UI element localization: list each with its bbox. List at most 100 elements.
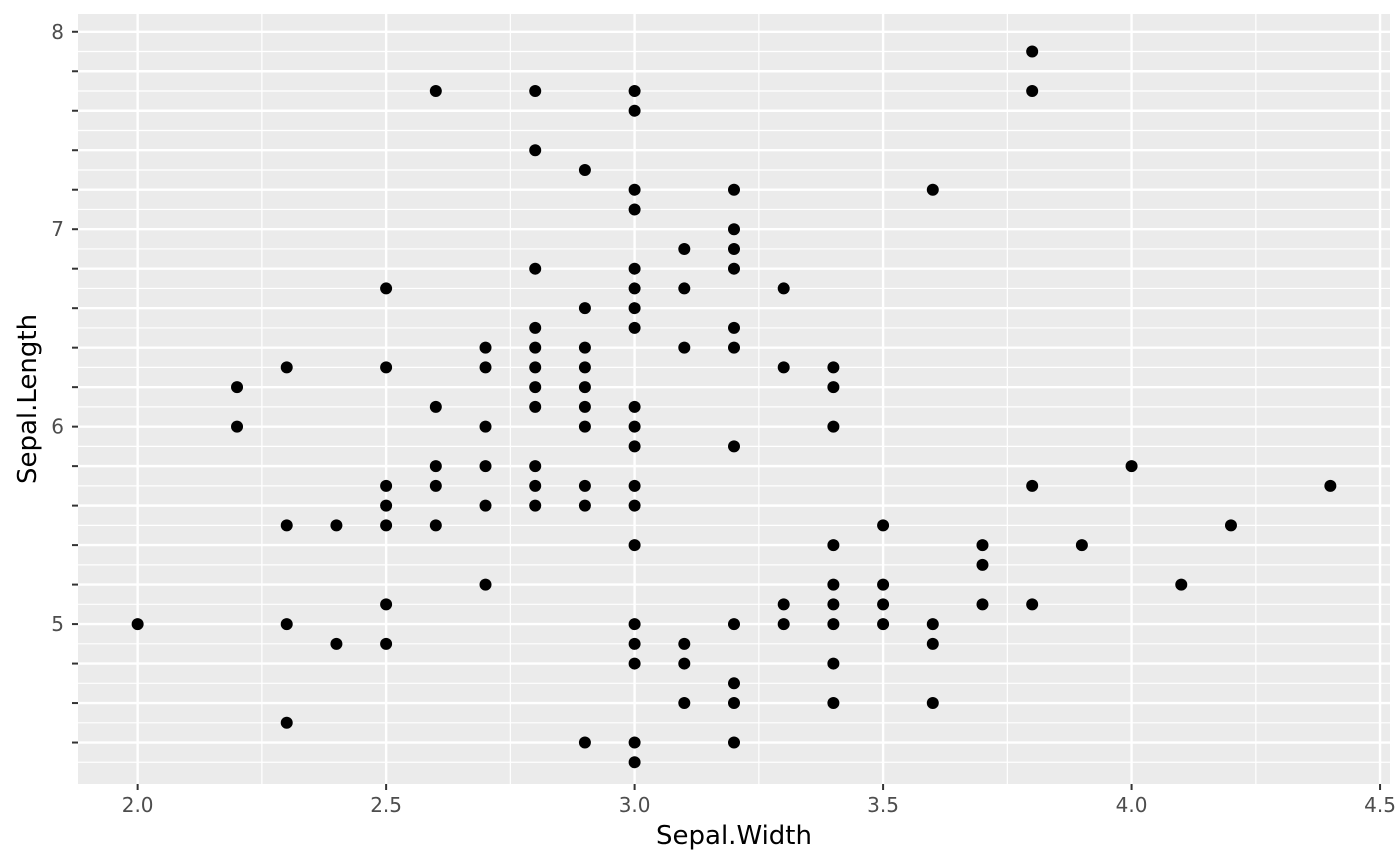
scatter-point xyxy=(678,242,691,255)
scatter-point xyxy=(429,479,442,492)
scatter-point xyxy=(976,539,989,552)
scatter-point xyxy=(578,420,591,433)
scatter-point xyxy=(827,578,840,591)
scatter-point xyxy=(578,400,591,413)
scatter-point xyxy=(628,203,641,216)
scatter-point xyxy=(827,657,840,670)
scatter-point xyxy=(827,420,840,433)
scatter-point xyxy=(628,262,641,275)
scatter-point xyxy=(529,144,542,157)
scatter-point xyxy=(578,361,591,374)
scatter-point xyxy=(1075,539,1088,552)
x-tick-label: 4.0 xyxy=(1116,793,1148,817)
scatter-point xyxy=(1224,519,1237,532)
scatter-point xyxy=(728,242,740,255)
scatter-point xyxy=(976,558,989,571)
scatter-point xyxy=(678,341,691,354)
scatter-point xyxy=(628,539,641,552)
scatter-point xyxy=(628,637,641,650)
x-axis-title: Sepal.Width xyxy=(656,821,812,851)
scatter-point xyxy=(578,302,591,315)
scatter-point xyxy=(628,657,641,670)
scatter-point xyxy=(1324,479,1337,492)
scatter-point xyxy=(280,519,293,532)
scatter-point xyxy=(529,341,542,354)
scatter-point xyxy=(628,282,641,295)
scatter-point xyxy=(380,479,393,492)
scatter-point xyxy=(578,736,591,749)
scatter-point xyxy=(728,341,740,354)
scatter-point xyxy=(628,400,641,413)
scatter-point xyxy=(877,578,890,591)
scatter-point xyxy=(628,302,641,315)
scatter-point xyxy=(529,262,542,275)
scatter-point xyxy=(728,223,740,236)
scatter-point xyxy=(1026,479,1039,492)
scatter-point xyxy=(628,618,641,631)
y-tick-label: 8 xyxy=(51,20,64,44)
scatter-point xyxy=(231,420,244,433)
scatter-point xyxy=(728,697,740,710)
x-tick-label: 4.5 xyxy=(1364,793,1396,817)
y-tick-label: 5 xyxy=(51,612,64,636)
scatter-point xyxy=(380,598,393,611)
scatter-point xyxy=(380,361,393,374)
scatter-point xyxy=(578,479,591,492)
scatter-point xyxy=(678,637,691,650)
scatter-point xyxy=(330,519,343,532)
scatter-point xyxy=(380,499,393,512)
scatter-point xyxy=(529,479,542,492)
scatter-point xyxy=(628,440,641,453)
scatter-point xyxy=(827,381,840,394)
x-tick-label: 3.0 xyxy=(619,793,651,817)
scatter-point xyxy=(628,479,641,492)
scatter-point xyxy=(280,618,293,631)
scatter-point xyxy=(280,716,293,729)
scatter-point xyxy=(429,400,442,413)
scatter-point xyxy=(429,519,442,532)
scatter-point xyxy=(529,381,542,394)
scatter-point xyxy=(578,381,591,394)
scatter-point xyxy=(578,163,591,176)
x-axis: 2.0 2.5 3.0 3.5 4.0 4.5 xyxy=(122,784,1396,817)
scatter-point xyxy=(479,420,492,433)
plot-panel xyxy=(78,14,1390,784)
scatter-point xyxy=(728,440,740,453)
scatter-point xyxy=(479,499,492,512)
scatter-point xyxy=(1026,598,1039,611)
scatter-point xyxy=(380,282,393,295)
scatter-point xyxy=(578,341,591,354)
x-tick-label: 2.5 xyxy=(370,793,402,817)
y-axis-title: Sepal.Length xyxy=(13,314,43,484)
scatter-point xyxy=(429,460,442,473)
x-tick-label: 2.0 xyxy=(122,793,154,817)
scatter-point xyxy=(529,460,542,473)
scatter-point xyxy=(280,361,293,374)
scatter-point xyxy=(827,539,840,552)
scatter-point xyxy=(926,618,939,631)
scatter-point xyxy=(926,183,939,196)
scatter-point xyxy=(777,618,790,631)
scatter-point xyxy=(628,183,641,196)
scatter-point xyxy=(628,85,641,97)
scatter-point xyxy=(678,282,691,295)
scatter-point xyxy=(479,341,492,354)
scatter-point xyxy=(628,736,641,749)
scatter-point xyxy=(429,85,442,97)
scatter-point xyxy=(877,598,890,611)
scatter-point xyxy=(578,499,591,512)
scatter-point xyxy=(131,618,144,631)
scatter-point xyxy=(827,697,840,710)
scatter-point xyxy=(479,361,492,374)
scatter-point xyxy=(728,321,740,334)
scatter-point xyxy=(678,657,691,670)
x-tick-label: 3.5 xyxy=(867,793,899,817)
scatter-point xyxy=(1026,85,1039,97)
scatter-point xyxy=(877,519,890,532)
scatter-point xyxy=(479,460,492,473)
scatter-point xyxy=(777,282,790,295)
scatter-point xyxy=(330,637,343,650)
scatter-point xyxy=(1175,578,1188,591)
scatter-point xyxy=(529,361,542,374)
